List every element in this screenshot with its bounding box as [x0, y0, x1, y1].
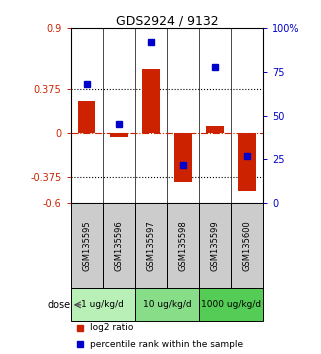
Bar	[174, 133, 192, 182]
Text: 1000 ug/kg/d: 1000 ug/kg/d	[201, 300, 261, 309]
Bar	[142, 69, 160, 133]
Bar	[135, 203, 167, 289]
Text: GSM135599: GSM135599	[211, 220, 220, 271]
Text: dose: dose	[48, 300, 71, 310]
Bar	[135, 289, 199, 321]
Bar	[231, 203, 263, 289]
Bar	[199, 203, 231, 289]
Bar	[78, 101, 96, 133]
Bar	[110, 133, 127, 137]
Text: GSM135600: GSM135600	[243, 220, 252, 271]
Title: GDS2924 / 9132: GDS2924 / 9132	[116, 14, 218, 27]
Text: 1 ug/kg/d: 1 ug/kg/d	[81, 300, 124, 309]
Bar	[103, 203, 135, 289]
Text: log2 ratio: log2 ratio	[90, 323, 133, 332]
Text: GSM135595: GSM135595	[82, 220, 91, 271]
Text: 10 ug/kg/d: 10 ug/kg/d	[143, 300, 191, 309]
Text: GSM135597: GSM135597	[146, 220, 155, 271]
Text: GSM135596: GSM135596	[114, 220, 123, 271]
Bar	[206, 126, 224, 133]
Bar	[167, 203, 199, 289]
Bar	[71, 289, 135, 321]
Bar	[71, 203, 103, 289]
Text: percentile rank within the sample: percentile rank within the sample	[90, 339, 243, 349]
Text: GSM135598: GSM135598	[178, 220, 187, 271]
Bar	[238, 133, 256, 191]
Bar	[199, 289, 263, 321]
